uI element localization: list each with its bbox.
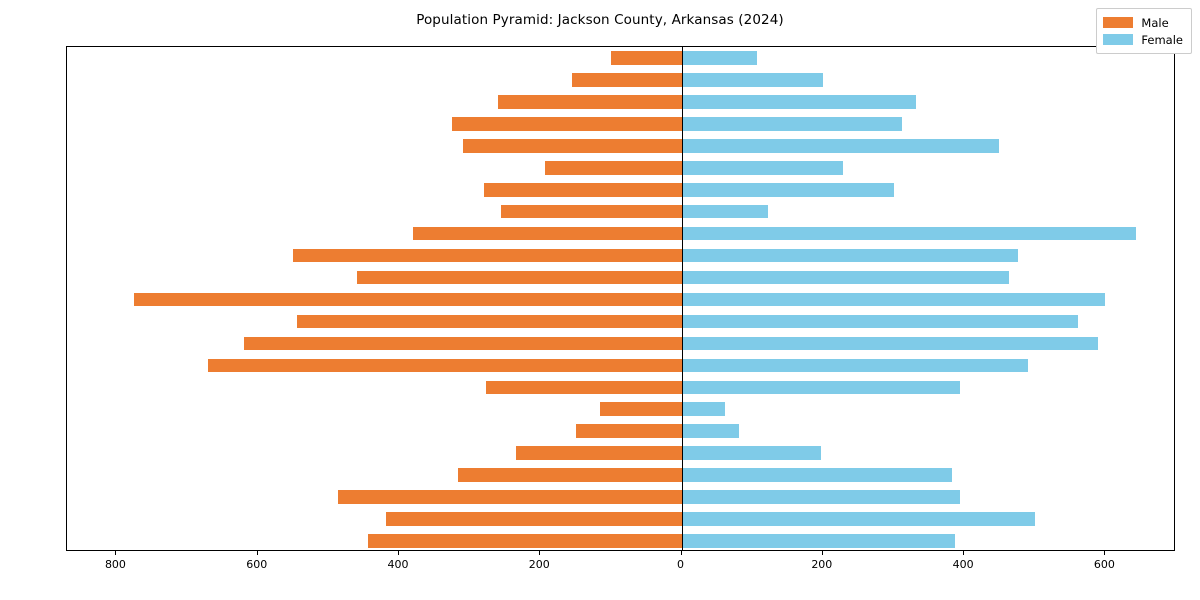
bar-male[interactable] bbox=[385, 512, 682, 526]
bar-female[interactable] bbox=[681, 358, 1028, 373]
bar-row bbox=[67, 336, 1174, 351]
x-axis-tick-mark bbox=[539, 551, 541, 555]
bar-female[interactable] bbox=[681, 226, 1136, 241]
x-axis-tick-label: 200 bbox=[528, 558, 550, 571]
bar-male[interactable] bbox=[483, 182, 682, 197]
x-axis-tick-mark bbox=[397, 551, 399, 555]
bar-row bbox=[67, 73, 1174, 87]
x-axis-tick-mark bbox=[680, 551, 682, 555]
bar-female[interactable] bbox=[681, 160, 843, 175]
bar-male[interactable] bbox=[293, 248, 682, 263]
bar-female[interactable] bbox=[681, 490, 960, 504]
bar-male[interactable] bbox=[413, 226, 682, 241]
bar-male[interactable] bbox=[576, 424, 682, 439]
bar-male[interactable] bbox=[367, 534, 682, 548]
x-axis-tick-label: 400 bbox=[387, 558, 409, 571]
legend-swatch-male bbox=[1103, 17, 1134, 28]
bar-female[interactable] bbox=[681, 424, 740, 439]
bar-female[interactable] bbox=[681, 248, 1018, 263]
bar-female[interactable] bbox=[681, 95, 917, 109]
bar-row bbox=[67, 292, 1174, 307]
bar-female[interactable] bbox=[681, 336, 1098, 351]
bar-row bbox=[67, 424, 1174, 439]
bar-row bbox=[67, 95, 1174, 109]
bar-row bbox=[67, 490, 1174, 504]
x-axis-tick-mark bbox=[821, 551, 823, 555]
bar-row bbox=[67, 402, 1174, 417]
bar-male[interactable] bbox=[356, 270, 682, 285]
bar-male[interactable] bbox=[610, 51, 682, 65]
bar-male[interactable] bbox=[572, 73, 682, 87]
x-axis-tick-label: 600 bbox=[1093, 558, 1115, 571]
bar-female[interactable] bbox=[681, 73, 823, 87]
bar-row bbox=[67, 446, 1174, 460]
bar-row bbox=[67, 380, 1174, 395]
bar-male[interactable] bbox=[296, 314, 682, 329]
x-axis-tick-mark bbox=[256, 551, 258, 555]
bar-female[interactable] bbox=[681, 468, 953, 482]
bar-row bbox=[67, 512, 1174, 526]
x-axis-tick-mark bbox=[963, 551, 965, 555]
bars-layer bbox=[67, 47, 1174, 550]
bar-row bbox=[67, 270, 1174, 285]
bar-row bbox=[67, 51, 1174, 65]
bar-male[interactable] bbox=[515, 446, 682, 460]
bar-female[interactable] bbox=[681, 270, 1010, 285]
bar-male[interactable] bbox=[451, 117, 682, 131]
bar-male[interactable] bbox=[462, 138, 682, 153]
bar-female[interactable] bbox=[681, 138, 1000, 153]
x-axis-tick-label: 200 bbox=[811, 558, 833, 571]
bar-male[interactable] bbox=[544, 160, 682, 175]
bar-row bbox=[67, 138, 1174, 153]
x-axis-tick-label: 600 bbox=[246, 558, 268, 571]
x-axis-tick-mark bbox=[115, 551, 117, 555]
bar-row bbox=[67, 204, 1174, 219]
x-axis-tick-label: 400 bbox=[952, 558, 974, 571]
legend-label-male: Male bbox=[1141, 15, 1169, 30]
bar-row bbox=[67, 468, 1174, 482]
bar-male[interactable] bbox=[501, 204, 682, 219]
x-axis-tick-label: 800 bbox=[104, 558, 126, 571]
bar-row bbox=[67, 534, 1174, 548]
bar-female[interactable] bbox=[681, 402, 726, 417]
bar-row bbox=[67, 314, 1174, 329]
bar-female[interactable] bbox=[681, 292, 1106, 307]
bar-female[interactable] bbox=[681, 534, 955, 548]
legend-label-female: Female bbox=[1141, 32, 1183, 47]
bar-male[interactable] bbox=[600, 402, 682, 417]
legend-entry-male[interactable]: Male bbox=[1103, 14, 1183, 31]
legend-entry-female[interactable]: Female bbox=[1103, 31, 1183, 48]
chart-legend: Male Female bbox=[1096, 8, 1192, 54]
bar-male[interactable] bbox=[485, 380, 682, 395]
zero-axis-line bbox=[681, 47, 683, 550]
bar-row bbox=[67, 160, 1174, 175]
bar-row bbox=[67, 226, 1174, 241]
bar-male[interactable] bbox=[497, 95, 682, 109]
legend-swatch-female bbox=[1103, 34, 1134, 45]
bar-female[interactable] bbox=[681, 446, 821, 460]
bar-male[interactable] bbox=[458, 468, 682, 482]
bar-female[interactable] bbox=[681, 380, 960, 395]
plot-area bbox=[66, 46, 1175, 551]
bar-row bbox=[67, 248, 1174, 263]
bar-female[interactable] bbox=[681, 182, 895, 197]
bar-male[interactable] bbox=[134, 292, 682, 307]
x-axis-tick-mark bbox=[1104, 551, 1106, 555]
bar-female[interactable] bbox=[681, 117, 902, 131]
bar-male[interactable] bbox=[338, 490, 682, 504]
bar-female[interactable] bbox=[681, 51, 758, 65]
bar-male[interactable] bbox=[208, 358, 682, 373]
x-axis-tick-label: 0 bbox=[677, 558, 685, 571]
bar-female[interactable] bbox=[681, 512, 1036, 526]
bar-female[interactable] bbox=[681, 314, 1078, 329]
bar-row bbox=[67, 358, 1174, 373]
bar-row bbox=[67, 117, 1174, 131]
bar-row bbox=[67, 182, 1174, 197]
bar-female[interactable] bbox=[681, 204, 768, 219]
chart-title: Population Pyramid: Jackson County, Arka… bbox=[416, 12, 784, 28]
bar-male[interactable] bbox=[243, 336, 682, 351]
